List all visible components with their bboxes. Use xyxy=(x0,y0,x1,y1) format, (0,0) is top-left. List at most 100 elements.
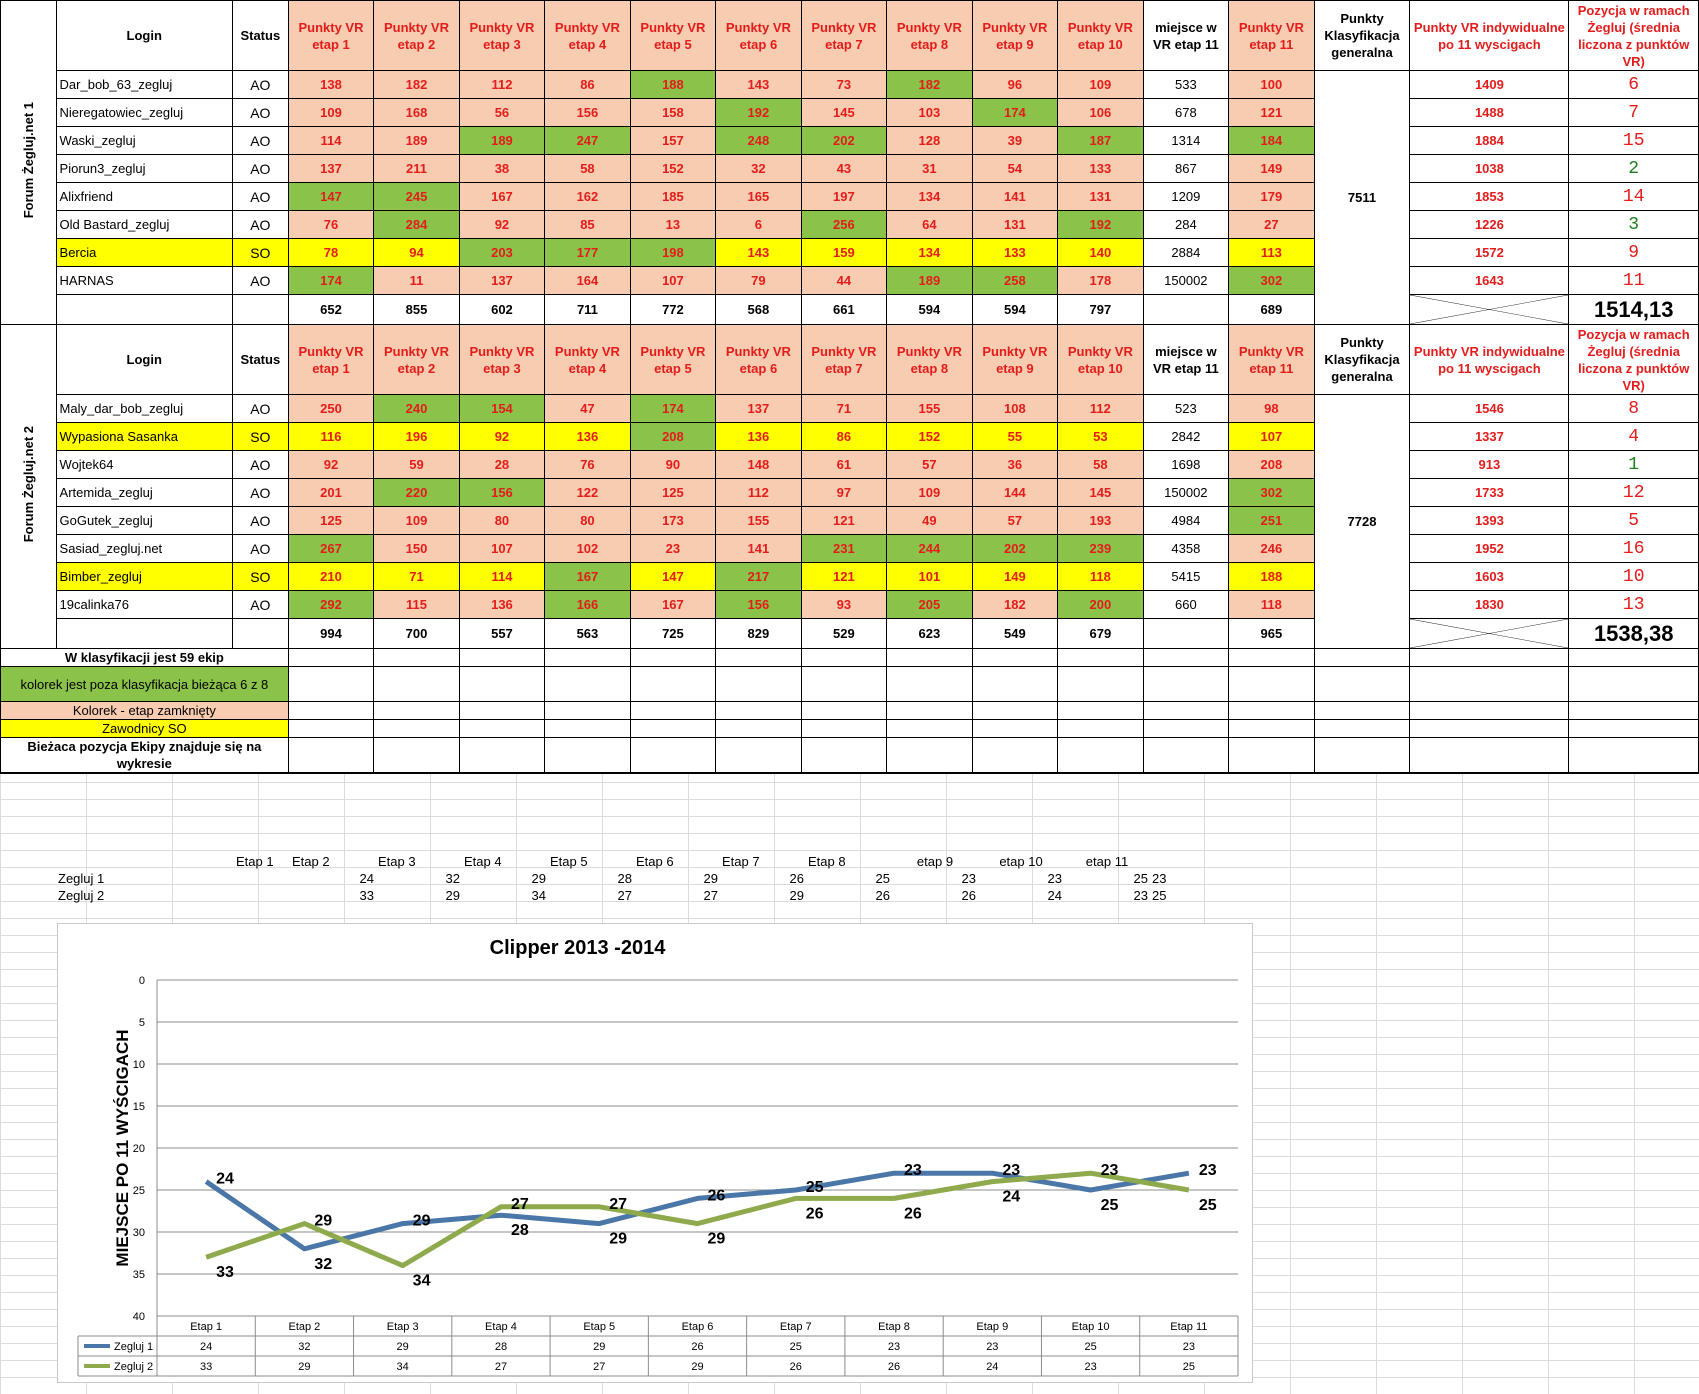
player-status[interactable]: AO xyxy=(231,210,289,239)
player-status[interactable]: AO xyxy=(231,506,289,535)
header-miejsce-etap-11[interactable]: miejsce w VR etap 11 xyxy=(1142,0,1230,71)
indywidualne-points[interactable]: 1546 xyxy=(1409,394,1570,423)
header-etap-1[interactable]: Punkty VR etap 1 xyxy=(287,324,375,395)
empty-cell[interactable] xyxy=(629,648,717,667)
etap-11-points[interactable]: 118 xyxy=(1228,590,1315,619)
empty-cell[interactable] xyxy=(1313,666,1411,702)
etap-points[interactable]: 58 xyxy=(1057,450,1144,479)
empty-cell[interactable] xyxy=(1313,701,1411,720)
etap-points[interactable]: 76 xyxy=(287,210,375,239)
indywidualne-points[interactable]: 1038 xyxy=(1409,154,1570,183)
empty-cell[interactable] xyxy=(800,701,888,720)
etap-11-points[interactable]: 208 xyxy=(1228,450,1315,479)
etap-points[interactable]: 197 xyxy=(800,182,888,211)
player-status[interactable]: AO xyxy=(231,70,289,99)
header-etap-7[interactable]: Punkty VR etap 7 xyxy=(800,0,888,71)
etap-points[interactable]: 64 xyxy=(886,210,973,239)
pozycja[interactable]: 10 xyxy=(1568,562,1699,591)
etap-total[interactable]: 797 xyxy=(1057,294,1144,325)
etap-points[interactable]: 258 xyxy=(971,266,1059,295)
miejsce-etap-11[interactable]: 2884 xyxy=(1142,238,1230,267)
player-status[interactable]: SO xyxy=(231,422,289,451)
empty-cell[interactable] xyxy=(1313,648,1411,667)
empty-cell[interactable] xyxy=(1142,719,1230,738)
etap-points[interactable]: 205 xyxy=(886,590,973,619)
etap-points[interactable]: 103 xyxy=(886,98,973,127)
header-etap-7[interactable]: Punkty VR etap 7 xyxy=(800,324,888,395)
etap-points[interactable]: 114 xyxy=(458,562,546,591)
indywidualne-points[interactable]: 1488 xyxy=(1409,98,1570,127)
empty-cell[interactable] xyxy=(287,648,375,667)
header-etap-2[interactable]: Punkty VR etap 2 xyxy=(373,324,460,395)
etap-11-points[interactable]: 100 xyxy=(1228,70,1315,99)
player-status[interactable]: AO xyxy=(231,590,289,619)
empty-cell[interactable] xyxy=(800,737,888,774)
empty-cell[interactable] xyxy=(886,666,973,702)
empty-cell[interactable] xyxy=(544,719,631,738)
empty-cell[interactable] xyxy=(1057,648,1144,667)
empty-cell[interactable] xyxy=(458,737,546,774)
etap-11-points[interactable]: 302 xyxy=(1228,266,1315,295)
etap-points[interactable]: 202 xyxy=(971,534,1059,563)
etap-points[interactable]: 94 xyxy=(373,238,460,267)
empty-cell[interactable] xyxy=(800,648,888,667)
etap-11-total[interactable]: 689 xyxy=(1228,294,1315,325)
empty-cell[interactable] xyxy=(886,737,973,774)
empty-cell[interactable] xyxy=(373,648,460,667)
etap-points[interactable]: 47 xyxy=(544,394,631,423)
empty-cell[interactable] xyxy=(1057,701,1144,720)
etap-points[interactable]: 143 xyxy=(715,238,802,267)
empty-cell[interactable] xyxy=(1568,701,1699,720)
etap-points[interactable]: 115 xyxy=(373,590,460,619)
pozycja[interactable]: 9 xyxy=(1568,238,1699,267)
miejsce-etap-11[interactable]: 523 xyxy=(1142,394,1230,423)
indywidualne-points[interactable]: 1603 xyxy=(1409,562,1570,591)
empty-cell[interactable] xyxy=(1142,737,1230,774)
etap-points[interactable]: 137 xyxy=(458,266,546,295)
empty-cell[interactable] xyxy=(458,648,546,667)
etap-points[interactable]: 58 xyxy=(544,154,631,183)
etap-points[interactable]: 155 xyxy=(715,506,802,535)
empty-cell[interactable] xyxy=(1409,701,1570,720)
player-login[interactable]: Wojtek64 xyxy=(55,450,233,479)
header-klasyfikacja[interactable]: Punkty Klasyfikacja generalna xyxy=(1313,324,1411,395)
empty-cell[interactable] xyxy=(544,648,631,667)
empty-cell[interactable] xyxy=(287,737,375,774)
indywidualne-points[interactable]: 1884 xyxy=(1409,126,1570,155)
totals-empty-miejsce[interactable] xyxy=(1142,618,1230,649)
etap-points[interactable]: 61 xyxy=(800,450,888,479)
pozycja[interactable]: 14 xyxy=(1568,182,1699,211)
etap-points[interactable]: 56 xyxy=(458,98,546,127)
etap-points[interactable]: 134 xyxy=(886,238,973,267)
etap-points[interactable]: 138 xyxy=(287,70,375,99)
etap-points[interactable]: 152 xyxy=(886,422,973,451)
etap-11-points[interactable]: 251 xyxy=(1228,506,1315,535)
header-etap-4[interactable]: Punkty VR etap 4 xyxy=(544,324,631,395)
totals-empty-status[interactable] xyxy=(231,294,289,325)
pozycja[interactable]: 15 xyxy=(1568,126,1699,155)
etap-points[interactable]: 86 xyxy=(544,70,631,99)
etap-total[interactable]: 557 xyxy=(458,618,546,649)
player-login[interactable]: Wypasiona Sasanka xyxy=(55,422,233,451)
etap-points[interactable]: 118 xyxy=(1057,562,1144,591)
etap-points[interactable]: 193 xyxy=(1057,506,1144,535)
empty-cell[interactable] xyxy=(1228,666,1315,702)
miejsce-etap-11[interactable]: 5415 xyxy=(1142,562,1230,591)
etap-points[interactable]: 168 xyxy=(373,98,460,127)
etap-points[interactable]: 28 xyxy=(458,450,546,479)
empty-cell[interactable] xyxy=(544,666,631,702)
indywidualne-points[interactable]: 1409 xyxy=(1409,70,1570,99)
etap-total[interactable]: 725 xyxy=(629,618,717,649)
etap-points[interactable]: 145 xyxy=(800,98,888,127)
empty-cell[interactable] xyxy=(1568,648,1699,667)
miejsce-etap-11[interactable]: 4984 xyxy=(1142,506,1230,535)
etap-11-points[interactable]: 188 xyxy=(1228,562,1315,591)
etap-points[interactable]: 284 xyxy=(373,210,460,239)
etap-points[interactable]: 131 xyxy=(1057,182,1144,211)
header-etap-10[interactable]: Punkty VR etap 10 xyxy=(1057,0,1144,71)
etap-total[interactable]: 594 xyxy=(971,294,1059,325)
empty-cell[interactable] xyxy=(971,648,1059,667)
etap-total[interactable]: 549 xyxy=(971,618,1059,649)
etap-points[interactable]: 167 xyxy=(629,590,717,619)
etap-points[interactable]: 178 xyxy=(1057,266,1144,295)
